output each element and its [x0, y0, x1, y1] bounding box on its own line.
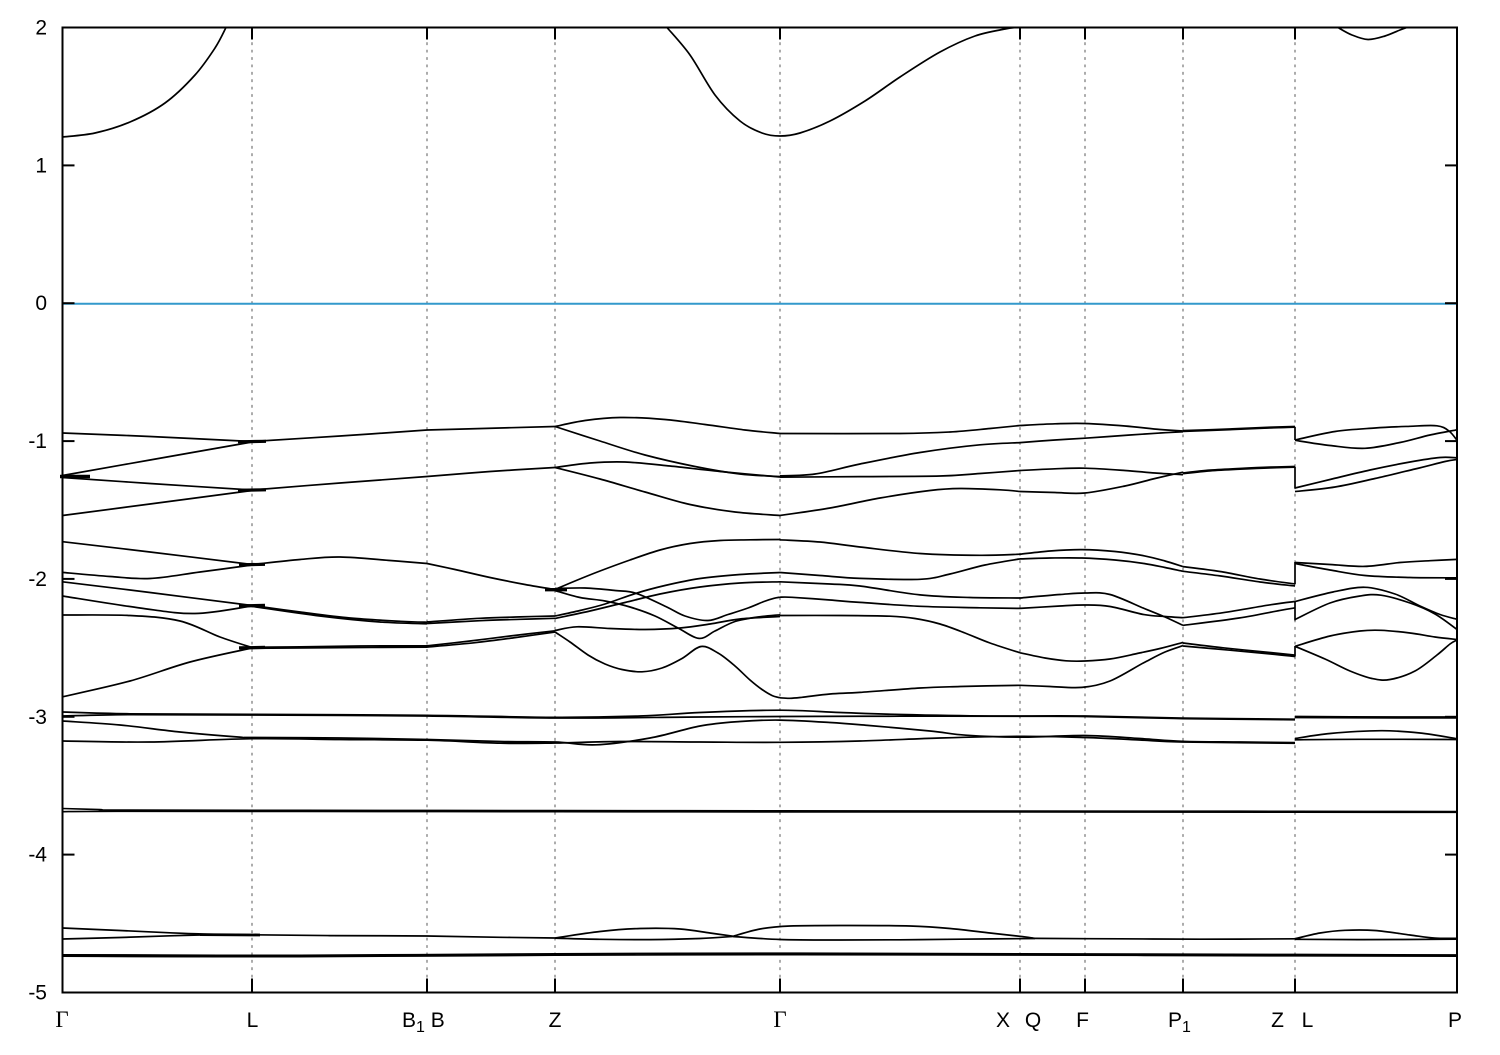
svg-text:Q: Q [1025, 1009, 1041, 1032]
svg-text:Γ: Γ [773, 1007, 786, 1032]
svg-text:-1: -1 [28, 430, 47, 453]
svg-text:P: P [1448, 1009, 1462, 1032]
svg-text:2: 2 [35, 17, 47, 40]
svg-text:1: 1 [35, 154, 47, 177]
svg-text:L: L [247, 1009, 259, 1032]
svg-text:B1 B: B1 B [402, 1009, 445, 1036]
svg-text:F: F [1076, 1009, 1089, 1032]
svg-text:-3: -3 [28, 706, 47, 729]
svg-text:-5: -5 [28, 982, 47, 1005]
svg-text:0: 0 [35, 292, 47, 315]
svg-text:-2: -2 [28, 568, 47, 591]
svg-text:Z: Z [1271, 1009, 1284, 1032]
svg-text:-4: -4 [28, 844, 47, 867]
svg-text:Γ: Γ [55, 1007, 68, 1032]
svg-text:Z: Z [549, 1009, 562, 1032]
svg-text:L: L [1302, 1009, 1314, 1032]
svg-text:X: X [996, 1009, 1010, 1032]
